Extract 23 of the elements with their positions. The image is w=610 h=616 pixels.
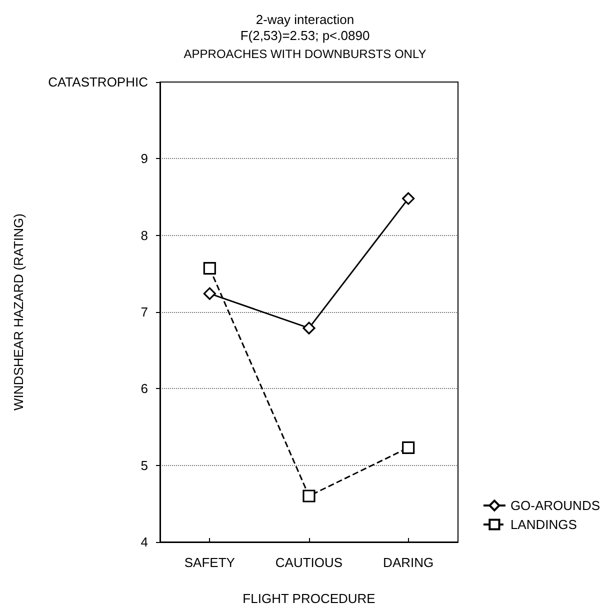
legend-label: GO-AROUNDS — [510, 498, 600, 513]
x-axis-title: FLIGHT PROCEDURE — [242, 591, 376, 606]
y-tick-label: 4 — [140, 534, 148, 550]
chart-title: 2-way interaction — [256, 12, 354, 27]
point — [302, 322, 316, 334]
point — [402, 192, 415, 205]
chart-subtitle: F(2,53)=2.53; p<.0890 — [240, 28, 370, 43]
y-tick-label: CATASTROPHIC — [48, 74, 148, 90]
point — [402, 441, 415, 454]
text: APPROACHES WITH DOWNBURSTS ONLY — [184, 47, 426, 61]
y-tick-label: 5 — [140, 458, 148, 473]
point — [203, 262, 216, 275]
y-tick-label: 6 — [140, 381, 148, 396]
point — [203, 287, 216, 300]
y-tick-label: 7 — [140, 304, 148, 320]
point — [302, 490, 316, 502]
y-tick-label: 8 — [140, 228, 148, 243]
x-tick-label: DARING — [383, 555, 434, 570]
y-axis-title: WINDSHEAR HAZARD (RATING) — [11, 214, 26, 410]
legend-label: LANDINGS — [510, 517, 578, 532]
y-tick-label: 9 — [140, 151, 148, 166]
x-tick-label: SAFETY — [184, 555, 236, 570]
x-tick-label: CAUTIOUS — [275, 555, 343, 570]
